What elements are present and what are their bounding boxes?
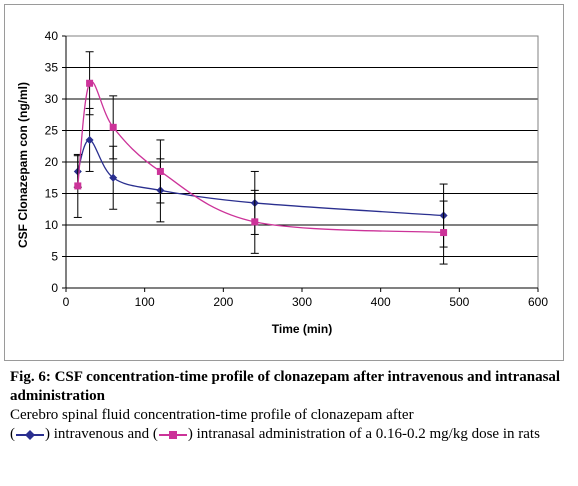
- data-point: [74, 182, 82, 190]
- figure-frame: 0 5 10 15 20 25 30 35 40 0 100 200 300 400 500 600 CSF …: [4, 4, 564, 361]
- series-layer: [73, 51, 448, 265]
- caption-in-text: ) intranasal administration of a 0.16-0.…: [187, 426, 540, 442]
- figure-title: Fig. 6: CSF concentration-time profile o…: [10, 369, 561, 404]
- series-2: [73, 51, 448, 265]
- x-tick-label: 200: [213, 295, 233, 309]
- y-tick-label: 25: [45, 124, 59, 138]
- grid-lines: [66, 35, 538, 288]
- series-line: [77, 81, 444, 234]
- x-tick-label: 0: [63, 295, 70, 309]
- caption-line-1: Cerebro spinal fluid concentration-time …: [10, 407, 414, 423]
- data-point: [86, 79, 94, 87]
- data-point: [85, 135, 94, 144]
- y-tick-label: 30: [45, 92, 59, 106]
- data-point: [109, 123, 117, 131]
- x-axis-title: Time (min): [272, 322, 332, 336]
- y-tick-label: 35: [45, 61, 59, 75]
- caption-iv-text: ) intravenous and (: [45, 426, 158, 442]
- y-tick-label: 5: [51, 250, 58, 264]
- x-tick-label: 600: [528, 295, 548, 309]
- x-tick-label: 300: [292, 295, 312, 309]
- legend-in-swatch: [158, 430, 187, 439]
- legend-iv-swatch: [16, 429, 44, 440]
- x-tick-label: 400: [371, 295, 391, 309]
- y-tick-label: 0: [51, 281, 58, 295]
- paren-open-1: (: [10, 426, 15, 442]
- y-axis-title: CSF Clonazepam con (ng/ml): [16, 82, 30, 248]
- x-tick-label: 100: [135, 295, 155, 309]
- data-point: [440, 229, 448, 237]
- figure-description: Cerebro spinal fluid concentration-time …: [10, 406, 570, 444]
- y-tick-label: 10: [45, 218, 59, 232]
- data-point: [251, 218, 259, 226]
- y-tick-label: 40: [45, 29, 59, 43]
- x-tick-label: 500: [449, 295, 469, 309]
- data-point: [156, 167, 164, 175]
- data-point: [109, 173, 118, 182]
- y-tick-label: 15: [45, 187, 59, 201]
- figure-caption: Fig. 6: CSF concentration-time profile o…: [10, 368, 570, 444]
- y-tick-label: 20: [45, 155, 59, 169]
